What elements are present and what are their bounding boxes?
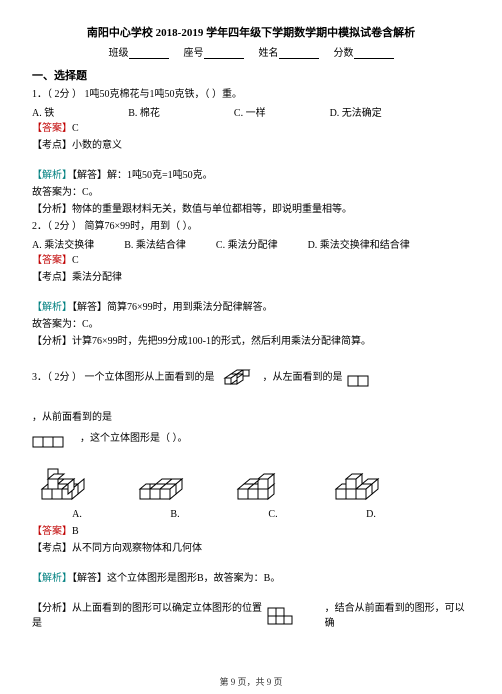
q3-mid1: ，从左面看到的是 (263, 368, 343, 383)
label-d: D. (366, 509, 376, 520)
seat-label: 座号 (184, 48, 204, 59)
q3-ans: B (72, 526, 79, 537)
q2-optB: B. 乘法结合律 (124, 236, 186, 251)
q3-choiceC: C. (228, 455, 318, 520)
cube-fig-c-icon (228, 455, 318, 509)
q3-fx-pre: 【分析】从上面看到的图形可以确定立体图形的位置是 (32, 601, 265, 631)
q2-jx2: 故答案为：C。 (32, 317, 470, 332)
q1-ans: C (72, 123, 79, 134)
class-label: 班级 (109, 48, 129, 59)
q2-answer: 【答案】C (32, 253, 470, 268)
score-blank (354, 49, 394, 59)
q1-optA: A. 铁 (32, 104, 54, 119)
q3-kd: 从不同方向观察物体和几何体 (72, 543, 202, 554)
answer-label: 【答案】 (32, 526, 72, 537)
header-row: 班级 座号 姓名 分数 (32, 44, 470, 59)
answer-label: 【答案】 (32, 255, 72, 266)
label-c: C. (268, 509, 277, 520)
kd-label: 【考点】 (32, 140, 72, 151)
q3-jiexi: 【解析】【解答】这个立体图形是图形B，故答案为：B。 (32, 571, 470, 586)
q2-fenxi: 【分析】计算76×99时，先把99分成100-1的形式，然后利用乘法分配律简算。 (32, 334, 470, 349)
q2-kaodian: 【考点】乘法分配律 (32, 270, 470, 285)
front-view-icon (32, 429, 76, 449)
score-label: 分数 (334, 48, 354, 59)
q1-jx: 【解答】解：1吨50克=1吨50克。 (72, 170, 213, 181)
q1-kd: 小数的意义 (72, 140, 122, 151)
seat-blank (204, 49, 244, 59)
jx-label: 【解析】 (32, 170, 72, 181)
q2-ans: C (72, 255, 79, 266)
q1-jx2: 故答案为：C。 (32, 185, 470, 200)
q1-stem: 1．（ 2分 ） 1吨50克棉花与1吨50克铁，（ ）重。 (32, 87, 470, 102)
left-view-icon (347, 368, 391, 388)
q1-fenxi: 【分析】物体的重量跟材料无关，数值与单位都相等，即说明重量相等。 (32, 202, 470, 217)
label-b: B. (170, 509, 179, 520)
answer-label: 【答案】 (32, 123, 72, 134)
name-blank (279, 49, 319, 59)
q1-optB: B. 棉花 (128, 104, 160, 119)
kd-label: 【考点】 (32, 543, 72, 554)
pos-grid-icon (267, 607, 323, 625)
q2-stem: 2．（ 2分 ） 简算76×99时，用到（ ）。 (32, 219, 470, 234)
q3-choiceB: B. (130, 455, 220, 520)
q3-post: ，这个立体图形是（ ）。 (80, 429, 188, 444)
q1-options: A. 铁 B. 棉花 C. 一样 D. 无法确定 (32, 104, 470, 119)
q1-optC: C. 一样 (234, 104, 266, 119)
q2-jiexi: 【解析】【解答】简算76×99时，用到乘法分配律解答。 (32, 300, 470, 315)
page-footer: 第 9 页，共 9 页 (0, 675, 502, 688)
cube-fig-b-icon (130, 455, 220, 509)
q3-fx-post: ，结合从前面看到的图形，可以确 (325, 601, 470, 631)
q1-optD: D. 无法确定 (330, 104, 382, 119)
q3-choices: A. B. (32, 455, 470, 520)
cube-fig-a-icon (32, 455, 122, 509)
q2-optC: C. 乘法分配律 (216, 236, 278, 251)
q3-choiceA: A. (32, 455, 122, 520)
cube-fig-d-icon (326, 455, 416, 509)
jx-label: 【解析】 (32, 302, 72, 313)
q3-stem2: ，这个立体图形是（ ）。 (32, 429, 470, 449)
q3-choiceD: D. (326, 455, 416, 520)
q2-jx: 【解答】简算76×99时，用到乘法分配律解答。 (72, 302, 273, 313)
jx-label: 【解析】 (32, 573, 72, 584)
q3-mid2: ，从前面看到的是 (32, 408, 112, 423)
top-view-icon (219, 368, 259, 404)
doc-title: 南阳中心学校 2018-2019 学年四年级下学期数学期中模拟试卷含解析 (32, 24, 470, 40)
q3-pre: 3．（ 2分 ） 一个立体图形从上面看到的是 (32, 368, 215, 383)
q3-answer: 【答案】B (32, 524, 470, 539)
name-label: 姓名 (259, 48, 279, 59)
q2-options: A. 乘法交换律 B. 乘法结合律 C. 乘法分配律 D. 乘法交换律和结合律 (32, 236, 470, 251)
q3-fenxi: 【分析】从上面看到的图形可以确定立体图形的位置是 ，结合从前面看到的图形，可以确 (32, 601, 470, 631)
label-a: A. (72, 509, 82, 520)
kd-label: 【考点】 (32, 272, 72, 283)
q1-kaodian: 【考点】小数的意义 (32, 138, 470, 153)
section-heading: 一、选择题 (32, 67, 470, 83)
q3-jx: 【解答】这个立体图形是图形B，故答案为：B。 (72, 573, 280, 584)
q3-kaodian: 【考点】从不同方向观察物体和几何体 (32, 541, 470, 556)
q3-stem: 3．（ 2分 ） 一个立体图形从上面看到的是 ，从左面看到的是 ，从前面看到的是 (32, 368, 470, 423)
class-blank (129, 49, 169, 59)
q2-optD: D. 乘法交换律和结合律 (308, 236, 410, 251)
q1-jiexi: 【解析】【解答】解：1吨50克=1吨50克。 (32, 168, 470, 183)
q1-answer: 【答案】C (32, 121, 470, 136)
q2-optA: A. 乘法交换律 (32, 236, 94, 251)
q2-kd: 乘法分配律 (72, 272, 122, 283)
